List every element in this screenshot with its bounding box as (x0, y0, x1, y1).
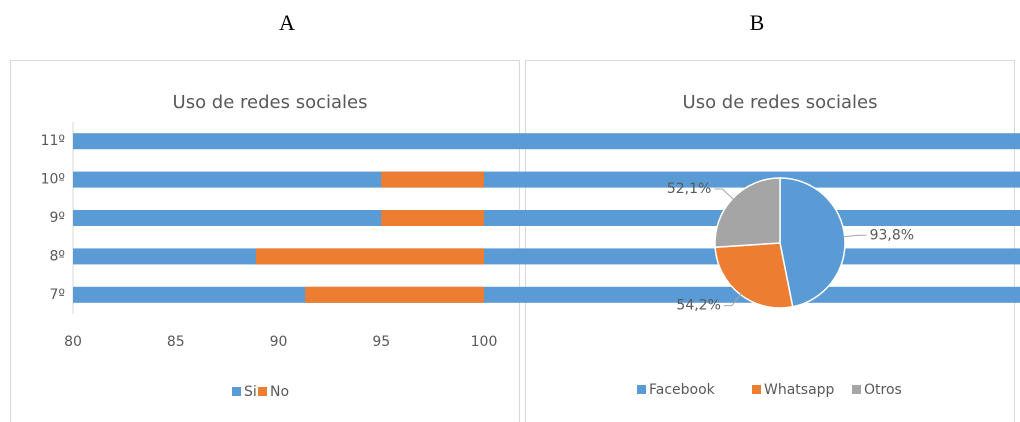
legend-label: Si (244, 384, 257, 400)
legend-marker (752, 385, 761, 394)
bar (73, 286, 1020, 303)
y-tick-label: 9º (49, 210, 65, 226)
chart-title: Uso de redes sociales (683, 92, 878, 113)
y-tick-label: 11º (41, 133, 65, 149)
x-tick-label: 90 (270, 334, 288, 350)
bar (305, 286, 484, 303)
chart-title: Uso de redes sociales (173, 92, 368, 113)
legend-marker (637, 385, 646, 394)
x-tick-label: 100 (471, 334, 498, 350)
bar (255, 248, 484, 265)
x-tick-label: 85 (167, 334, 185, 350)
data-label: 52,1% (667, 181, 711, 197)
panel-label: A (279, 10, 295, 35)
bar (381, 210, 484, 226)
pie-slice (714, 177, 781, 249)
legend-marker (852, 385, 861, 394)
bar (73, 171, 1020, 188)
data-label: 93,8% (870, 227, 914, 243)
y-tick-label: 8º (49, 248, 65, 264)
legend-marker (232, 387, 241, 396)
bar (73, 248, 1020, 265)
bar (73, 133, 1020, 150)
leader-line (714, 188, 735, 201)
bar (73, 210, 1020, 226)
data-label: 54,2% (676, 298, 720, 314)
legend-marker (258, 387, 267, 396)
panel-label: B (750, 10, 765, 35)
y-tick-label: 7º (49, 287, 65, 303)
x-tick-label: 80 (64, 334, 82, 350)
panel-frame (10, 60, 520, 422)
y-tick-label: 10º (41, 172, 65, 188)
leader-line (723, 292, 743, 307)
legend-label: Otros (864, 382, 902, 398)
panel-frame (525, 60, 1015, 422)
x-tick-label: 95 (372, 334, 390, 350)
bar (381, 171, 484, 188)
leader-line (842, 234, 867, 238)
legend-label: Whatsapp (764, 382, 835, 398)
legend-label: Facebook (649, 382, 716, 398)
legend-label: No (270, 384, 289, 400)
